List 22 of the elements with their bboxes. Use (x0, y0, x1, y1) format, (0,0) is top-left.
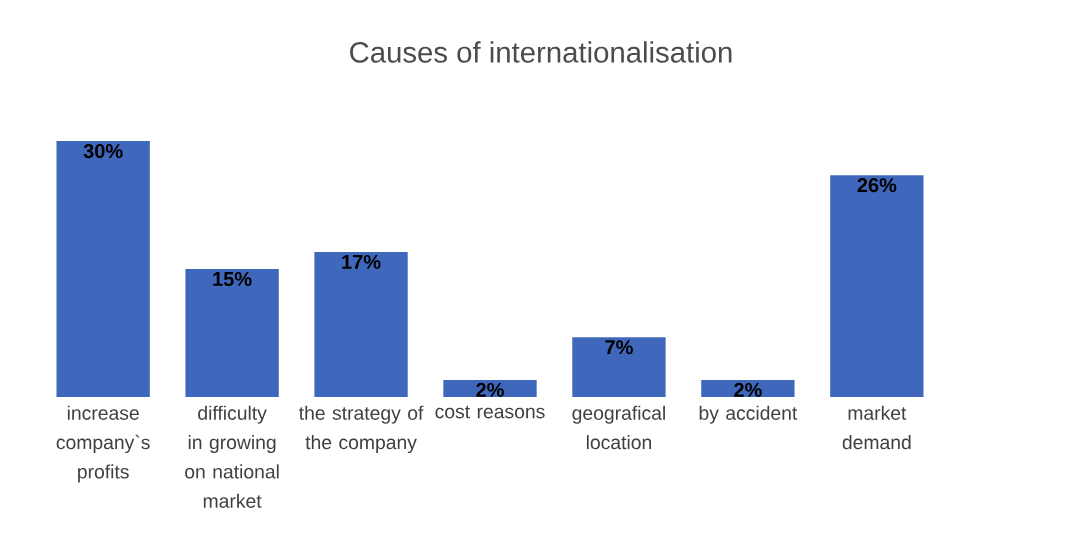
data-label: 2% (476, 382, 504, 397)
data-label: 17% (342, 254, 381, 269)
bar (185, 269, 279, 397)
data-label: 15% (213, 271, 252, 287)
x-tick-label: difficulty in growing on national market (185, 405, 279, 508)
bar (830, 175, 924, 397)
bar (443, 379, 537, 397)
x-tick-label: increase company`s profits (56, 405, 150, 483)
bar (572, 337, 666, 397)
x-tick-label: cost reasons (435, 405, 545, 419)
data-label: 30% (83, 143, 123, 159)
x-tick-label: by accident (699, 405, 798, 424)
x-tick-label: geografical location (572, 405, 665, 450)
data-label: 26% (857, 178, 897, 193)
bar (314, 251, 408, 397)
data-label: 7% (605, 340, 633, 355)
x-tick-label: market demand (842, 405, 911, 450)
chart-title: Causes of internationalisation (350, 41, 732, 63)
x-tick-label: the strategy of the company (299, 405, 424, 454)
bar (56, 141, 150, 397)
bar (701, 379, 795, 397)
data-label: 2% (734, 382, 762, 397)
